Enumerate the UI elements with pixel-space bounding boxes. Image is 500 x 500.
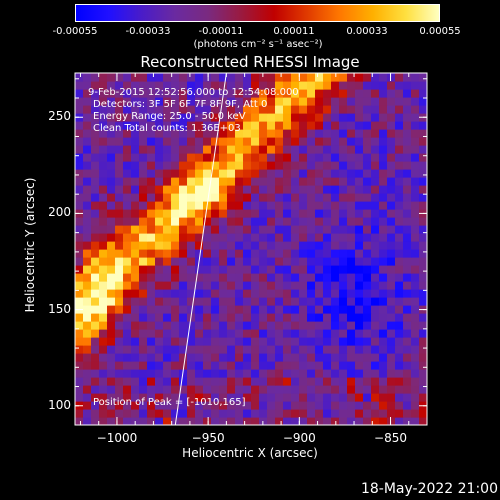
y-axis-label: Heliocentric Y (arcsec)	[23, 177, 37, 313]
colorbar-tick-label: -0.00011	[198, 26, 244, 37]
annotation-energy-range: Energy Range: 25.0 - 50.0 keV	[93, 111, 246, 122]
chart-title: Reconstructed RHESSI Image	[140, 53, 360, 71]
colorbar-tick-label: 0.00033	[346, 26, 388, 37]
annotation-detectors: Detectors: 3F 5F 6F 7F 8F 9F, Att 0	[93, 99, 268, 110]
solar-limb-line	[174, 73, 227, 425]
annotation-time-range: 9-Feb-2015 12:52:56.000 to 12:54:08.000	[88, 87, 299, 98]
colorbar-tick-label: 0.00011	[273, 26, 315, 37]
y-tick-label: 250	[48, 109, 71, 124]
plot-frame	[74, 72, 428, 426]
x-axis-label: Heliocentric X (arcsec)	[182, 446, 318, 460]
x-tick-label: −950	[191, 431, 225, 445]
annotation-peak-position: Position of Peak = [-1010,165]	[93, 397, 246, 408]
y-tick-label: 150	[48, 301, 71, 316]
colorbar-unit-label: (photons cm⁻² s⁻¹ asec⁻²)	[193, 39, 323, 50]
x-tick-label: −1000	[96, 431, 138, 445]
y-tick-label: 100	[48, 397, 71, 412]
x-tick-label: −850	[374, 431, 407, 445]
colorbar	[75, 4, 440, 22]
colorbar-tick-label: -0.00033	[125, 26, 171, 37]
annotation-clean-counts: Clean Total counts: 1.36E+03	[93, 123, 241, 134]
y-tick-label: 200	[48, 205, 71, 220]
heatmap-cells	[75, 73, 427, 425]
footer-date: 18-May-2022 21:00	[360, 481, 498, 497]
colorbar-tick-label: -0.00055	[52, 26, 98, 37]
x-tick-label: −900	[282, 431, 316, 445]
colorbar-tick-label: 0.00055	[419, 26, 461, 37]
